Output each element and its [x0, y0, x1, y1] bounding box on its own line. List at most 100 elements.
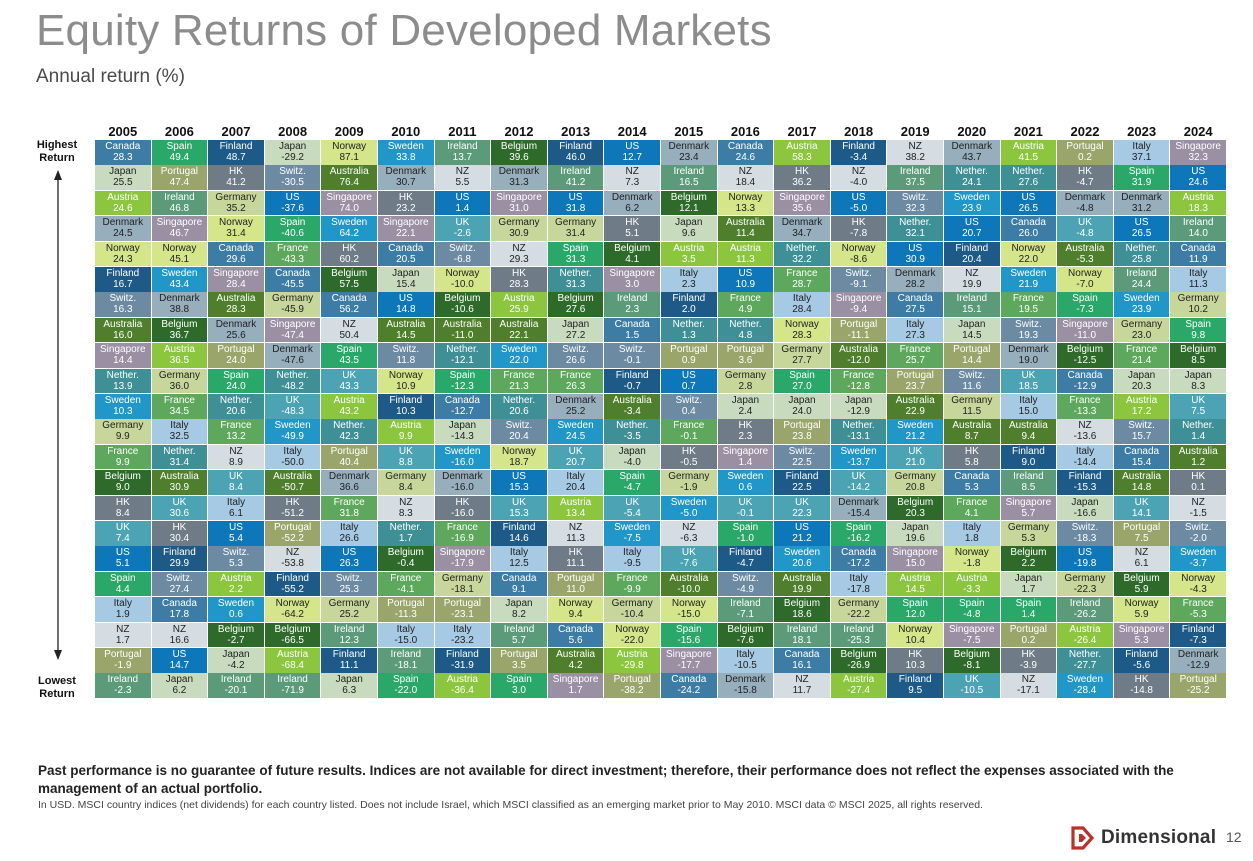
return-cell: Portugal 0.2 — [1000, 622, 1057, 648]
return-value: 21.2 — [905, 431, 925, 443]
country-name: Portugal — [1122, 522, 1161, 533]
country-name: Spain — [619, 471, 645, 483]
return-value: 7.5 — [1191, 406, 1206, 417]
page-number: 12 — [1226, 829, 1242, 845]
return-cell: Australia -5.3 — [1057, 241, 1113, 267]
return-value: -7.8 — [849, 228, 868, 240]
return-value: 9.1 — [512, 583, 526, 595]
page-subtitle: Annual return (%) — [36, 66, 185, 87]
return-value: 32.1 — [905, 228, 925, 240]
return-value: 20.4 — [565, 482, 586, 494]
return-value: -12.8 — [847, 380, 870, 392]
return-cell: Austria 9.9 — [378, 419, 434, 444]
return-value: 11.9 — [1188, 253, 1208, 265]
return-value: -6.3 — [680, 533, 698, 544]
return-value: 9.0 — [1021, 456, 1036, 468]
country-name: NZ — [965, 268, 979, 279]
country-name: NZ — [738, 166, 753, 178]
return-cell: Italy -23.2 — [434, 622, 491, 648]
return-value: -19.8 — [1073, 558, 1097, 570]
country-name: Italy — [566, 471, 585, 483]
return-value: -28.4 — [1073, 685, 1097, 697]
return-value: 28.4 — [792, 304, 812, 316]
return-value: -0.5 — [680, 456, 698, 468]
return-value: -18.1 — [450, 583, 474, 595]
country-name: France — [446, 522, 478, 533]
return-value: 10.2 — [1188, 304, 1208, 316]
return-cell: Belgium -0.4 — [378, 546, 434, 571]
country-name: Norway — [388, 369, 423, 381]
return-cell: Singapore 1.4 — [717, 444, 774, 470]
return-value: 20.4 — [509, 431, 529, 443]
return-cell: US 14.8 — [378, 292, 434, 317]
return-cell: Singapore 15.0 — [887, 546, 943, 571]
return-cell: Canada 1.5 — [604, 317, 660, 343]
country-name: Singapore — [552, 674, 599, 686]
return-value: 9.6 — [681, 228, 696, 240]
return-cell: Germany -45.9 — [264, 292, 321, 317]
country-name: Finland — [955, 242, 989, 254]
return-value: 8.8 — [398, 456, 413, 468]
return-cell: Ireland -25.3 — [830, 622, 887, 648]
return-value: -13.6 — [1073, 431, 1097, 443]
return-value: 34.5 — [169, 406, 190, 417]
return-cell: Belgium -2.7 — [208, 622, 264, 648]
return-cell: NZ 19.9 — [944, 267, 1000, 292]
return-cell: France -16.9 — [434, 521, 491, 546]
return-cell: Nether. 1.7 — [378, 521, 434, 546]
country-name: Italy — [340, 522, 359, 533]
country-name: Norway — [502, 445, 536, 457]
return-cell: Italy 15.0 — [1000, 394, 1057, 419]
country-name: UK — [1134, 496, 1149, 508]
country-name: Ireland — [730, 598, 761, 610]
return-cell: Spain 3.0 — [491, 673, 547, 698]
return-cell: US 30.9 — [887, 241, 943, 267]
return-value: 26.5 — [1018, 202, 1039, 214]
country-name: US — [1021, 191, 1036, 203]
return-value: -5.0 — [680, 507, 698, 519]
return-cell: Norway 10.9 — [378, 368, 434, 394]
return-value: 12.0 — [905, 609, 925, 621]
return-cell: Finland -7.3 — [1170, 622, 1226, 648]
return-value: 34.7 — [792, 228, 812, 240]
return-value: -40.6 — [281, 228, 304, 240]
return-cell: Austria -29.8 — [604, 648, 660, 673]
country-name: Germany — [668, 471, 710, 483]
return-cell: Nether. 32.1 — [887, 216, 943, 241]
return-value: 10.9 — [735, 279, 756, 290]
country-name: US — [851, 191, 866, 203]
country-name: Germany — [102, 420, 144, 432]
country-name: Denmark — [215, 318, 257, 330]
rank-arrow-icon — [54, 170, 62, 660]
country-name: HK — [851, 217, 866, 229]
country-name: Australia — [329, 166, 369, 178]
country-name: Nether. — [672, 318, 705, 330]
country-name: Sweden — [557, 420, 594, 432]
return-cell: HK 60.2 — [321, 241, 377, 267]
return-cell: UK -7.6 — [661, 546, 717, 571]
return-cell: US 21.2 — [774, 521, 830, 546]
return-value: -4.7 — [736, 558, 754, 570]
return-value: 15.7 — [1131, 431, 1152, 443]
country-name: US — [398, 293, 413, 305]
country-name: France — [1126, 344, 1158, 356]
return-cell: Australia -3.4 — [604, 394, 660, 419]
return-value: 15.4 — [1131, 456, 1152, 468]
country-name: HK — [1021, 649, 1036, 660]
return-value: 4.1 — [964, 507, 979, 519]
country-name: HK — [1134, 674, 1149, 686]
country-name: US — [738, 268, 753, 279]
country-name: Norway — [615, 623, 650, 635]
country-name: Belgium — [274, 623, 311, 635]
return-value: -66.5 — [281, 634, 304, 646]
country-name: Germany — [1121, 318, 1163, 330]
return-value: 25.2 — [565, 406, 586, 417]
country-name: US — [964, 217, 979, 229]
return-value: 0.4 — [681, 406, 696, 417]
return-value: 1.7 — [398, 533, 413, 544]
return-cell: Switz. 16.3 — [95, 292, 151, 317]
return-cell: Finland 14.6 — [491, 521, 547, 546]
country-name: Belgium — [614, 242, 651, 254]
return-cell: Portugal 23.7 — [887, 368, 943, 394]
return-cell: Portugal -25.2 — [1170, 673, 1226, 698]
